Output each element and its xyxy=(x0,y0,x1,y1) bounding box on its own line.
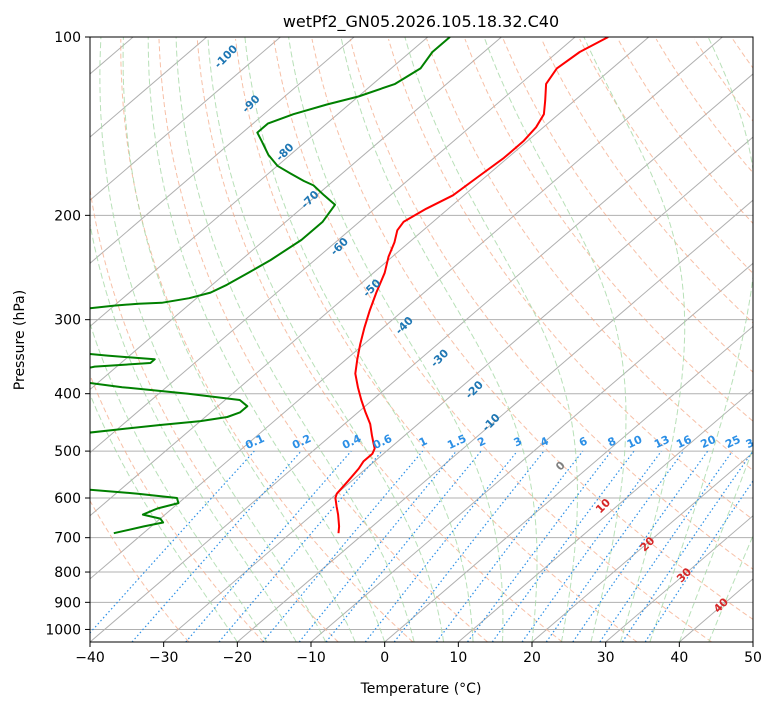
x-tick-label: 10 xyxy=(449,650,467,666)
x-tick-label: 20 xyxy=(523,650,541,666)
y-tick-label: 800 xyxy=(54,565,81,581)
x-tick-label: 30 xyxy=(597,650,615,666)
x-axis-label: Temperature (°C) xyxy=(360,681,482,697)
x-tick-label: 0 xyxy=(380,650,389,666)
y-tick-label: 1000 xyxy=(45,622,81,638)
y-tick-label: 300 xyxy=(54,313,81,329)
x-tick-label: −10 xyxy=(296,650,326,666)
x-tick-label: −30 xyxy=(149,650,179,666)
y-tick-label: 100 xyxy=(54,30,81,46)
x-tick-label: 50 xyxy=(744,650,762,666)
x-tick-label: −40 xyxy=(75,650,105,666)
y-tick-label: 600 xyxy=(54,491,81,507)
y-tick-label: 200 xyxy=(54,208,81,224)
x-tick-label: −20 xyxy=(223,650,253,666)
y-axis-label: Pressure (hPa) xyxy=(12,290,28,390)
y-tick-label: 700 xyxy=(54,531,81,547)
y-tick-label: 900 xyxy=(54,595,81,611)
chart-title: wetPf2_GN05.2026.105.18.32.C40 xyxy=(283,12,559,32)
x-tick-label: 40 xyxy=(670,650,688,666)
y-tick-label: 400 xyxy=(54,387,81,403)
y-tick-label: 500 xyxy=(54,444,81,460)
